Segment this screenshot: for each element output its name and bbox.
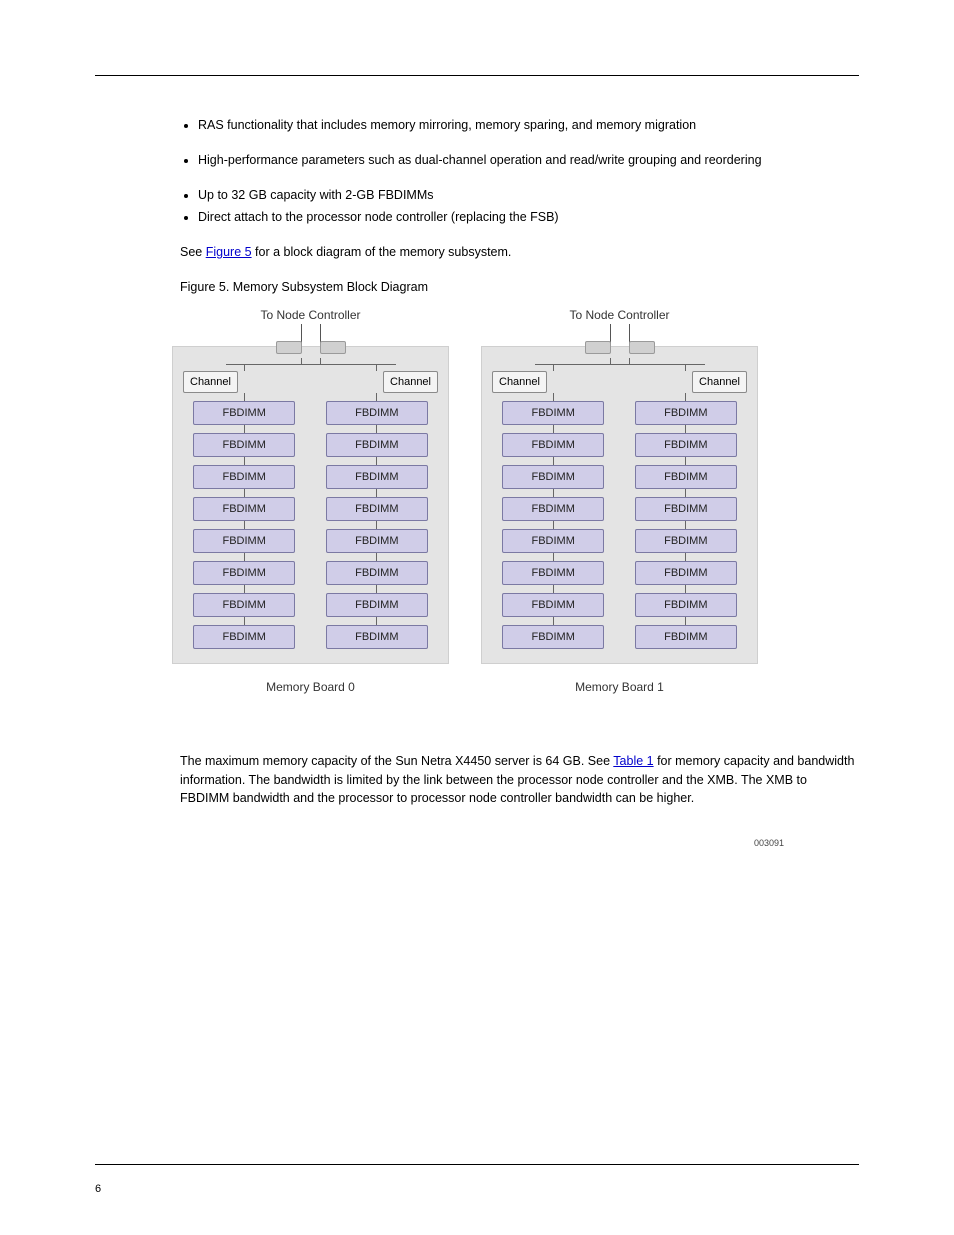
fbdimm: FBDIMM — [502, 625, 604, 649]
fbdimm: FBDIMM — [193, 561, 295, 585]
top-rule — [95, 75, 859, 76]
channel-columns: Channel FBDIMMFBDIMMFBDIMMFBDIMMFBDIMMFB… — [183, 365, 438, 649]
node-controller-label: To Node Controller — [260, 308, 360, 322]
channel-label: Channel — [383, 371, 438, 393]
fbdimm: FBDIMM — [326, 625, 428, 649]
bullet-item: High-performance parameters such as dual… — [198, 151, 859, 170]
fbdimm: FBDIMM — [326, 497, 428, 521]
fbdimm: FBDIMM — [193, 497, 295, 521]
bottom-rule — [95, 1164, 859, 1165]
channel-column-left: Channel FBDIMMFBDIMMFBDIMMFBDIMMFBDIMMFB… — [492, 365, 614, 649]
fbdimm: FBDIMM — [326, 401, 428, 425]
channel-label: Channel — [492, 371, 547, 393]
fbdimm: FBDIMM — [635, 625, 737, 649]
bullet-item: RAS functionality that includes memory m… — [198, 116, 859, 135]
channel-column-right: Channel FBDIMMFBDIMMFBDIMMFBDIMMFBDIMMFB… — [625, 365, 747, 649]
fbdimm: FBDIMM — [635, 561, 737, 585]
text: The maximum memory capacity of the Sun N… — [180, 754, 613, 768]
channel-columns: Channel FBDIMMFBDIMMFBDIMMFBDIMMFBDIMMFB… — [492, 365, 747, 649]
fbdimm: FBDIMM — [635, 593, 737, 617]
page-number: 6 — [95, 1183, 101, 1195]
fbdimm: FBDIMM — [502, 433, 604, 457]
fbdimm: FBDIMM — [193, 401, 295, 425]
bullet-item: Direct attach to the processor node cont… — [198, 208, 859, 227]
bullet-item: Up to 32 GB capacity with 2-GB FBDIMMs — [198, 186, 859, 205]
fbdimm: FBDIMM — [502, 401, 604, 425]
fbdimm: FBDIMM — [326, 465, 428, 489]
board-body: Channel FBDIMMFBDIMMFBDIMMFBDIMMFBDIMMFB… — [481, 346, 758, 664]
pre-figure-text: See Figure 5 for a block diagram of the … — [180, 243, 859, 262]
connector-tabs — [276, 341, 346, 354]
fbdimm: FBDIMM — [193, 593, 295, 617]
fbdimm: FBDIMM — [193, 433, 295, 457]
fbdimm: FBDIMM — [502, 593, 604, 617]
fbdimm: FBDIMM — [502, 465, 604, 489]
fbdimm: FBDIMM — [326, 593, 428, 617]
fbdimm: FBDIMM — [502, 497, 604, 521]
dimm-stack: FBDIMM FBDIMM FBDIMM FBDIMM FBDIMM FBDIMM FBDI… — [326, 393, 428, 649]
figure-link[interactable]: Figure 5 — [206, 245, 252, 259]
node-controller-label: To Node Controller — [569, 308, 669, 322]
fbdimm: FBDIMM — [193, 625, 295, 649]
memory-board-1: To Node Controller Channel FBDIMMFBDIM — [481, 308, 758, 694]
table-link[interactable]: Table 1 — [613, 754, 653, 768]
channel-column-left: Channel FBDIMMFBDIMMFBDIMMFBDIMMFBDIMMFB… — [183, 365, 305, 649]
fbdimm: FBDIMM — [635, 529, 737, 553]
board-name-label: Memory Board 1 — [575, 680, 664, 694]
channel-label: Channel — [183, 371, 238, 393]
fbdimm: FBDIMM — [635, 465, 737, 489]
board-name-label: Memory Board 0 — [266, 680, 355, 694]
dimm-stack: FBDIMM FBDIMM FBDIMM FBDIMM FBDIMM FBDIMM FBDI… — [502, 393, 604, 649]
board-body: Channel FBDIMMFBDIMMFBDIMMFBDIMMFBDIMMFB… — [172, 346, 449, 664]
channel-label: Channel — [692, 371, 747, 393]
figure-caption: Figure 5. Memory Subsystem Block Diagram — [180, 280, 859, 294]
dimm-stack: FBDIMM FBDIMM FBDIMM FBDIMM FBDIMM FBDIMM FBDI… — [635, 393, 737, 649]
fbdimm: FBDIMM — [635, 497, 737, 521]
text: for a block diagram of the memory subsys… — [252, 245, 512, 259]
memory-diagram: To Node Controller Channel FBDIMMFBDIM — [172, 308, 859, 694]
fbdimm: FBDIMM — [193, 465, 295, 489]
fbdimm: FBDIMM — [502, 561, 604, 585]
fbdimm: FBDIMM — [326, 433, 428, 457]
connector-tabs — [585, 341, 655, 354]
fbdimm: FBDIMM — [326, 529, 428, 553]
image-id: 003091 — [754, 838, 784, 848]
bullet-list: RAS functionality that includes memory m… — [180, 116, 859, 227]
channel-column-right: Channel FBDIMMFBDIMMFBDIMMFBDIMMFBDIMMFB… — [316, 365, 438, 649]
fbdimm: FBDIMM — [326, 561, 428, 585]
text: See — [180, 245, 206, 259]
fbdimm: FBDIMM — [635, 401, 737, 425]
fbdimm: FBDIMM — [635, 433, 737, 457]
dimm-stack: FBDIMM FBDIMM FBDIMM FBDIMM FBDIMM FBDIMM FBDI… — [193, 393, 295, 649]
fbdimm: FBDIMM — [193, 529, 295, 553]
memory-board-0: To Node Controller Channel FBDIMMFBDIM — [172, 308, 449, 694]
fbdimm: FBDIMM — [502, 529, 604, 553]
post-figure-paragraph: The maximum memory capacity of the Sun N… — [180, 752, 859, 808]
